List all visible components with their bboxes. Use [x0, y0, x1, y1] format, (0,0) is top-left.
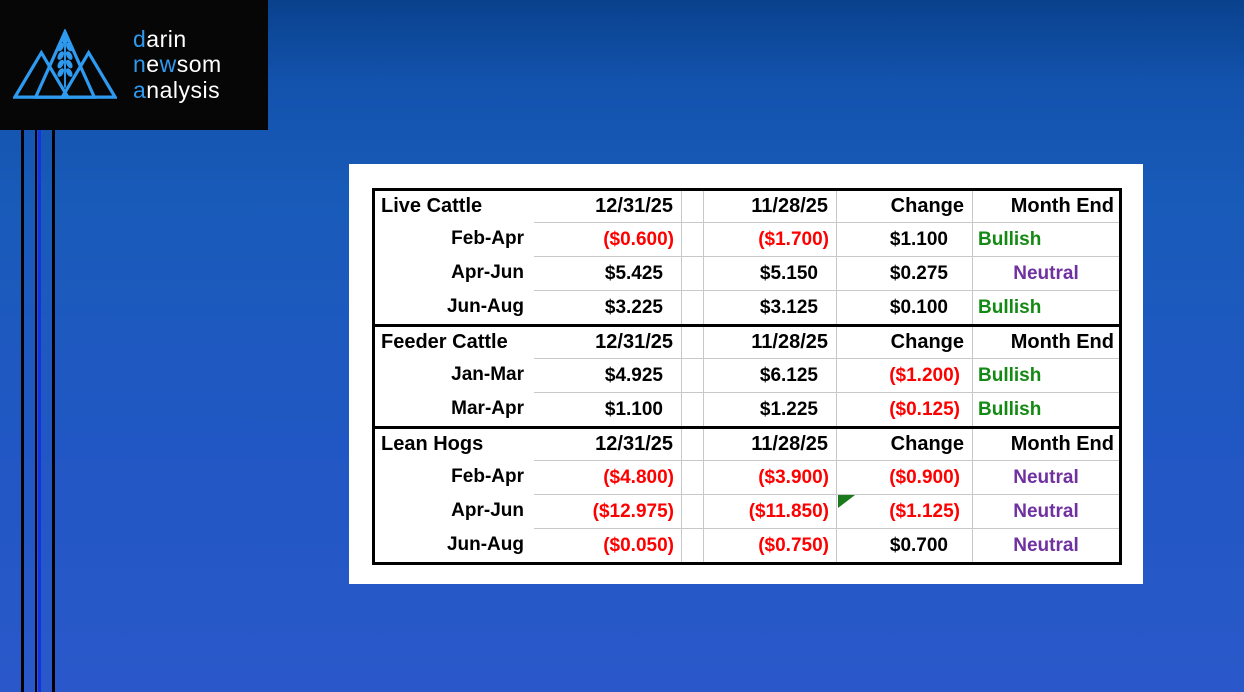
change-cell: ($1.200)	[837, 358, 973, 392]
spacer-cell	[682, 494, 704, 528]
green-corner-flag-icon	[838, 495, 855, 508]
brand-name: darin newsom analysis	[133, 25, 222, 104]
outlook-cell: Bullish	[973, 290, 1119, 324]
spacer-cell	[682, 528, 704, 562]
value-cell: ($3.900)	[704, 460, 837, 494]
decorative-line	[52, 130, 55, 692]
table-row: Apr-Jun ($12.975) ($11.850) ($1.125) Neu…	[375, 494, 1119, 528]
outlook-cell: Bullish	[973, 222, 1119, 256]
value-cell: $1.225	[704, 392, 837, 426]
section-live-cattle: Live Cattle 12/31/25 11/28/25 Change Mon…	[375, 191, 1119, 324]
column-header: 11/28/25	[704, 429, 837, 460]
outlook-cell: Neutral	[973, 528, 1119, 562]
section-header-row: Feeder Cattle 12/31/25 11/28/25 Change M…	[375, 327, 1119, 358]
row-label-cell: Apr-Jun	[451, 262, 524, 283]
table-row: Jan-Mar $4.925 $6.125 ($1.200) Bullish	[375, 358, 1119, 392]
mountains-wheat-icon	[13, 29, 117, 99]
change-cell: $0.700	[837, 528, 973, 562]
change-cell: $1.100	[837, 222, 973, 256]
table-row: Feb-Apr ($4.800) ($3.900) ($0.900) Neutr…	[375, 460, 1119, 494]
change-cell: $0.275	[837, 256, 973, 290]
outlook-cell: Neutral	[973, 494, 1119, 528]
spacer-cell	[682, 256, 704, 290]
spacer-cell	[682, 222, 704, 256]
decorative-line	[35, 130, 37, 692]
value-cell: $6.125	[704, 358, 837, 392]
row-label-cell: Mar-Apr	[451, 398, 524, 419]
outlook-cell: Neutral	[973, 460, 1119, 494]
row-label-cell: Apr-Jun	[451, 500, 524, 521]
brand-line-1: darin	[133, 25, 187, 52]
brand-line-2: newsom	[133, 51, 222, 78]
table-row: Feb-Apr ($0.600) ($1.700) $1.100 Bullish	[375, 222, 1119, 256]
column-header: Month End	[1010, 195, 1114, 217]
value-cell: $1.100	[534, 392, 682, 426]
column-header: Month End	[1010, 433, 1114, 455]
decorative-line	[21, 130, 24, 692]
section-title: Lean Hogs	[381, 433, 484, 455]
section-feeder-cattle: Feeder Cattle 12/31/25 11/28/25 Change M…	[375, 324, 1119, 426]
spacer-cell	[682, 429, 704, 460]
table-row: Apr-Jun $5.425 $5.150 $0.275 Neutral	[375, 256, 1119, 290]
spacer-cell	[682, 191, 704, 222]
value-cell: ($11.850)	[704, 494, 837, 528]
row-label-cell: Jun-Aug	[446, 296, 524, 317]
value-cell: $4.925	[534, 358, 682, 392]
section-header-row: Live Cattle 12/31/25 11/28/25 Change Mon…	[375, 191, 1119, 222]
change-cell: ($1.125)	[837, 494, 973, 528]
change-cell: ($0.900)	[837, 460, 973, 494]
value-cell: ($0.050)	[534, 528, 682, 562]
column-header: 11/28/25	[704, 191, 837, 222]
spacer-cell	[682, 327, 704, 358]
row-label-cell: Jun-Aug	[446, 534, 524, 555]
spacer-cell	[682, 358, 704, 392]
value-cell: ($0.600)	[534, 222, 682, 256]
section-lean-hogs: Lean Hogs 12/31/25 11/28/25 Change Month…	[375, 426, 1119, 562]
value-cell: $5.150	[704, 256, 837, 290]
table-row: Jun-Aug ($0.050) ($0.750) $0.700 Neutral	[375, 528, 1119, 562]
spacer-cell	[682, 460, 704, 494]
brand-line-3: analysis	[133, 76, 221, 103]
section-header-row: Lean Hogs 12/31/25 11/28/25 Change Month…	[375, 429, 1119, 460]
outlook-cell: Bullish	[973, 392, 1119, 426]
column-header: Change	[837, 429, 973, 460]
row-label-cell: Feb-Apr	[451, 228, 524, 249]
spacer-cell	[682, 392, 704, 426]
column-header: Change	[837, 191, 973, 222]
value-cell: $3.125	[704, 290, 837, 324]
column-header: 12/31/25	[534, 327, 682, 358]
table-card: Live Cattle 12/31/25 11/28/25 Change Mon…	[349, 164, 1143, 584]
column-header: Month End	[1010, 331, 1114, 353]
table-row: Jun-Aug $3.225 $3.125 $0.100 Bullish	[375, 290, 1119, 324]
row-label-cell: Feb-Apr	[451, 466, 524, 487]
column-header: 12/31/25	[534, 429, 682, 460]
spacer-cell	[682, 290, 704, 324]
section-title: Feeder Cattle	[381, 331, 508, 353]
outlook-cell: Bullish	[973, 358, 1119, 392]
value-cell: $3.225	[534, 290, 682, 324]
column-header: 11/28/25	[704, 327, 837, 358]
change-cell: $0.100	[837, 290, 973, 324]
outlook-cell: Neutral	[973, 256, 1119, 290]
decorative-accent-line	[38, 130, 41, 692]
value-cell: ($12.975)	[534, 494, 682, 528]
brand-logo-box: darin newsom analysis	[0, 0, 268, 130]
change-cell: ($0.125)	[837, 392, 973, 426]
section-title: Live Cattle	[381, 195, 483, 217]
value-cell: ($1.700)	[704, 222, 837, 256]
value-cell: $5.425	[534, 256, 682, 290]
value-cell: ($0.750)	[704, 528, 837, 562]
futures-table: Live Cattle 12/31/25 11/28/25 Change Mon…	[372, 188, 1122, 565]
column-header: 12/31/25	[534, 191, 682, 222]
value-cell: ($4.800)	[534, 460, 682, 494]
table-row: Mar-Apr $1.100 $1.225 ($0.125) Bullish	[375, 392, 1119, 426]
column-header: Change	[837, 327, 973, 358]
row-label-cell: Jan-Mar	[451, 364, 524, 385]
